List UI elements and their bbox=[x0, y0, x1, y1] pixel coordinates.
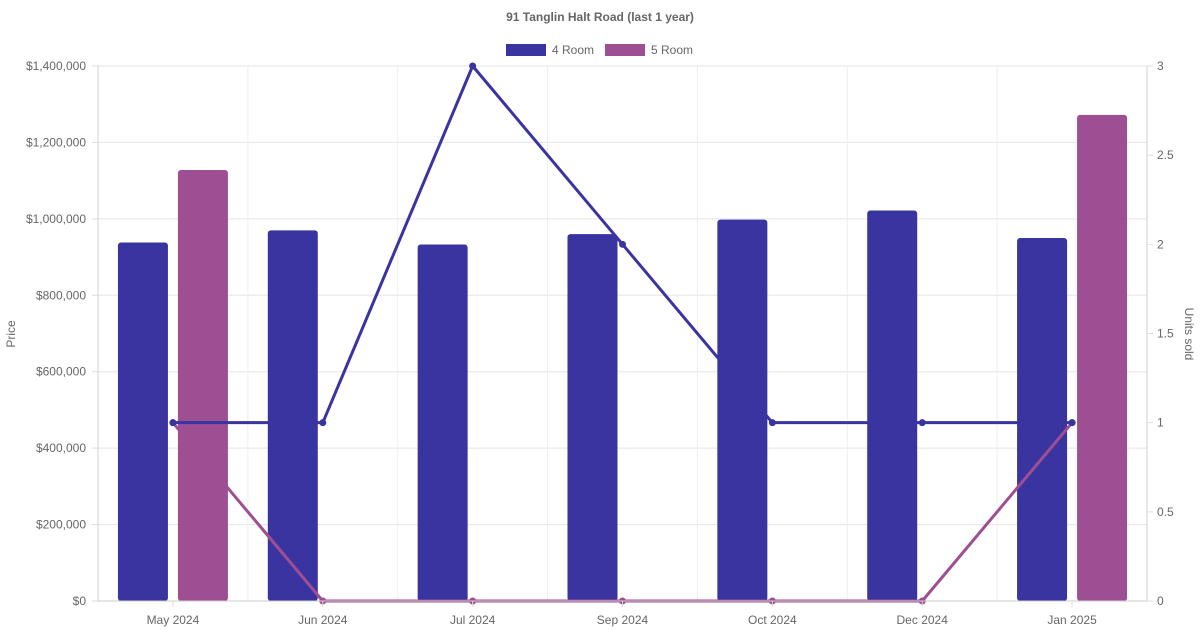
y-left-tick-label: $200,000 bbox=[36, 518, 86, 532]
bar-4-room bbox=[117, 242, 168, 602]
x-tick-label: Oct 2024 bbox=[748, 613, 797, 627]
y-left-tick-label: $0 bbox=[73, 594, 87, 608]
x-tick-label: May 2024 bbox=[147, 613, 200, 627]
y-left-tick-label: $600,000 bbox=[36, 365, 86, 379]
x-tick-label: Sep 2024 bbox=[597, 613, 649, 627]
y-right-tick-label: 0 bbox=[1157, 594, 1164, 608]
y-right-tick-label: 0.5 bbox=[1157, 505, 1174, 519]
x-tick-label: Jan 2025 bbox=[1047, 613, 1097, 627]
axes: $0 $200,000 $400,000 $600,000 $800,000 $1,000… bbox=[26, 59, 1174, 627]
y-left-tick-label: $400,000 bbox=[36, 441, 86, 455]
bar-4-room bbox=[267, 230, 318, 602]
legend-swatch-4-room bbox=[506, 44, 546, 56]
bar-4-room bbox=[417, 244, 468, 602]
legend-label: 5 Room bbox=[651, 43, 693, 57]
chart-title: 91 Tanglin Halt Road (last 1 year) bbox=[506, 10, 694, 24]
bar-4-room bbox=[867, 210, 918, 601]
bar-5-room bbox=[1077, 114, 1128, 602]
y-left-tick-label: $1,200,000 bbox=[26, 135, 86, 149]
y-left-tick-label: $1,000,000 bbox=[26, 212, 86, 226]
legend: 4 Room 5 Room bbox=[506, 43, 693, 57]
point-4-room bbox=[469, 62, 477, 70]
y-right-tick-label: 1 bbox=[1157, 416, 1164, 430]
y-left-tick-label: $1,400,000 bbox=[26, 59, 86, 73]
bar-4-room bbox=[567, 234, 618, 601]
x-tick-label: Jul 2024 bbox=[450, 613, 496, 627]
point-4-room bbox=[619, 240, 626, 248]
legend-swatch-5-room bbox=[605, 44, 645, 56]
bar-4-room bbox=[1017, 237, 1068, 601]
y-left-tick-label: $800,000 bbox=[36, 288, 86, 302]
y-right-tick-label: 1.5 bbox=[1157, 327, 1174, 341]
y-right-tick-label: 2.5 bbox=[1157, 148, 1174, 162]
point-4-room bbox=[918, 419, 926, 427]
point-4-room bbox=[1068, 419, 1076, 427]
bar-5-room bbox=[177, 169, 228, 601]
bar-4-room bbox=[717, 219, 768, 601]
bar-series bbox=[117, 114, 1128, 602]
y-right-tick-label: 3 bbox=[1157, 59, 1164, 73]
legend-label: 4 Room bbox=[552, 43, 594, 57]
y-right-tick-label: 2 bbox=[1157, 237, 1164, 251]
point-4-room bbox=[319, 419, 327, 427]
x-tick-label: Dec 2024 bbox=[897, 613, 949, 627]
point-4-room bbox=[169, 419, 177, 427]
point-4-room bbox=[768, 419, 776, 427]
y-axis-left-title: Price bbox=[4, 320, 18, 348]
y-axis-right-title: Units sold bbox=[1182, 308, 1196, 361]
x-tick-label: Jun 2024 bbox=[298, 613, 348, 627]
